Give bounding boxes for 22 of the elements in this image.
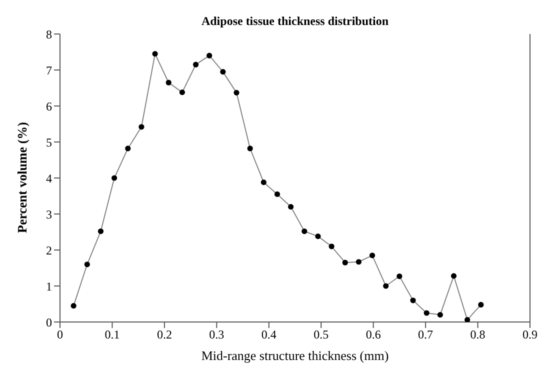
y-tick-label: 7 (46, 63, 52, 78)
y-tick-label: 5 (46, 135, 52, 150)
x-tick-label: 0.1 (104, 328, 120, 342)
y-tick-label: 1 (46, 279, 52, 294)
x-tick-label: 0.5 (314, 328, 329, 342)
y-tick-label: 2 (46, 243, 52, 258)
y-tick-label: 0 (46, 315, 52, 330)
y-tick-label: 4 (46, 171, 52, 186)
y-tick-label: 3 (46, 207, 52, 222)
x-tick-label: 0 (57, 328, 63, 342)
x-axis-title: Mid-range structure thickness (mm) (201, 348, 389, 363)
x-tick-label: 0.8 (470, 328, 486, 342)
x-tick-label: 0.3 (209, 328, 224, 342)
x-tick-label: 0.2 (156, 328, 172, 342)
x-tick-label: 0.7 (418, 328, 434, 342)
x-tick-label: 0.4 (261, 328, 276, 342)
x-tick-label: 0.9 (522, 328, 538, 342)
chart-title: Adipose tissue thickness distribution (200, 14, 390, 29)
y-tick-label: 6 (46, 99, 52, 114)
y-tick-label: 8 (46, 27, 52, 42)
x-tick-label: 0.6 (366, 328, 381, 342)
y-axis-title: Percent volume (%) (14, 122, 30, 233)
